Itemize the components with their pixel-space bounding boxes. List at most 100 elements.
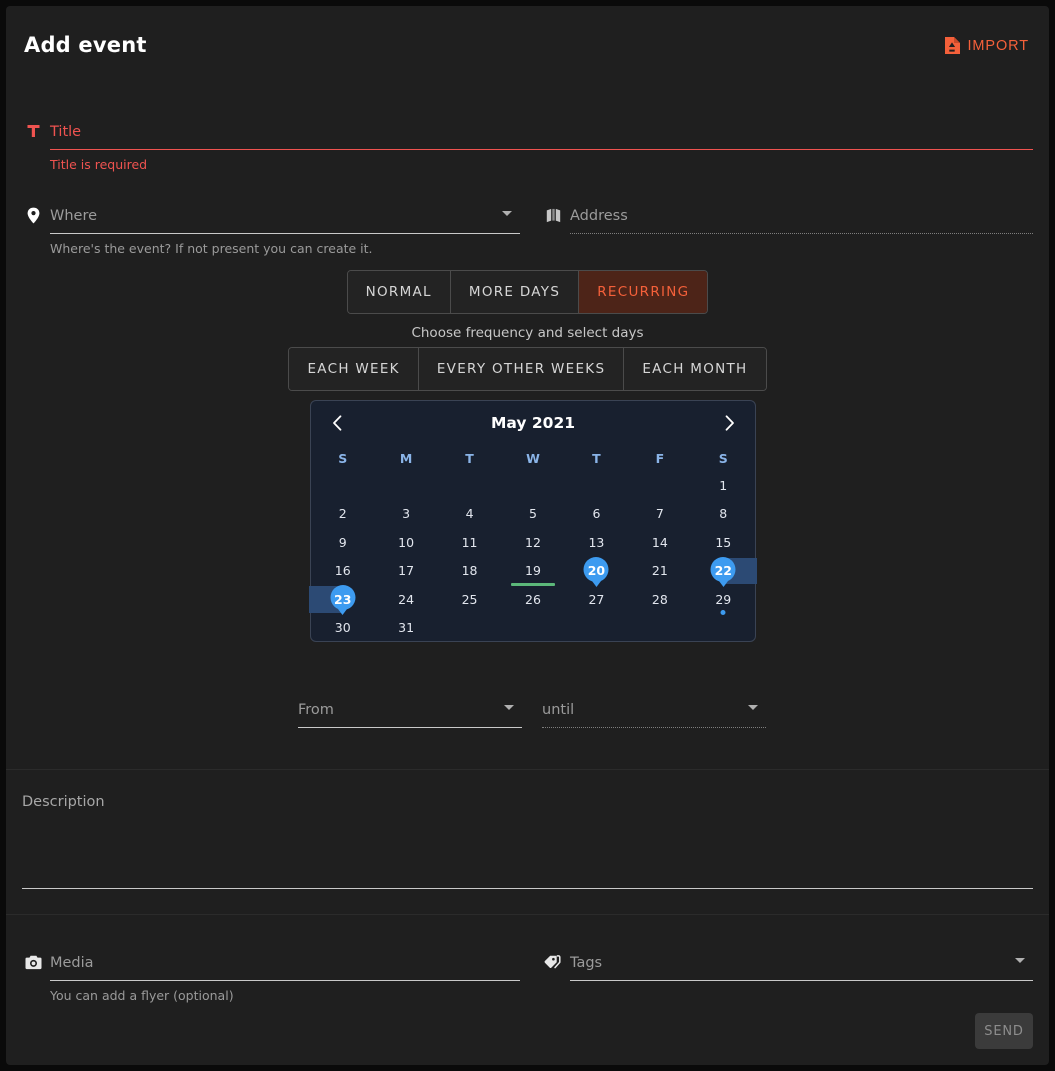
calendar-day-number: 27: [588, 591, 605, 607]
calendar-day-21[interactable]: 21: [628, 557, 691, 586]
chevron-right-icon[interactable]: [715, 409, 743, 437]
calendar-day-19[interactable]: 19: [501, 557, 564, 586]
calendar-day-number: 18: [461, 563, 478, 579]
tags-input[interactable]: Tags: [570, 955, 603, 971]
calendar-day-12[interactable]: 12: [501, 528, 564, 557]
calendar-day-number: 26: [525, 591, 541, 607]
calendar-day-number: 9: [338, 534, 347, 550]
calendar-day-number: 7: [655, 506, 664, 522]
where-input[interactable]: Where: [50, 208, 98, 224]
calendar-day-number: 5: [529, 506, 537, 522]
calendar-day-number: 24: [398, 591, 415, 607]
frequency-each-month[interactable]: EACH MONTH: [624, 348, 766, 390]
event-type-more-days[interactable]: MORE DAYS: [450, 271, 580, 313]
calendar-day-29[interactable]: 29: [692, 585, 755, 615]
calendar-day-2[interactable]: 2: [311, 500, 374, 529]
calendar-day-number: 22: [714, 563, 732, 579]
calendar-day-blank: [311, 471, 374, 500]
event-type-toggle-group: NORMAL MORE DAYS RECURRING Choose freque…: [6, 270, 1049, 341]
header: Add event IMPORT: [6, 6, 1049, 88]
calendar-today-indicator: [510, 583, 555, 586]
calendar-day-18[interactable]: 18: [438, 557, 501, 586]
calendar-day-number: 29: [715, 591, 732, 607]
calendar-day-number: 14: [651, 534, 668, 550]
chevron-down-icon[interactable]: [502, 211, 512, 216]
calendar-day-28[interactable]: 28: [628, 585, 691, 614]
calendar-day-number: 23: [334, 591, 352, 607]
where-hint: Where's the event? If not present you ca…: [50, 241, 373, 256]
calendar-day-11[interactable]: 11: [438, 528, 501, 557]
calendar-day-20[interactable]: 20: [565, 556, 628, 586]
calendar-day-26[interactable]: 26: [501, 585, 564, 614]
section-divider-top: [6, 769, 1049, 770]
calendar-day-number: 13: [588, 534, 605, 550]
calendar-day-23[interactable]: 23: [309, 585, 374, 614]
calendar-day-5[interactable]: 5: [501, 500, 564, 529]
description-field[interactable]: Description: [22, 794, 1033, 889]
calendar-day-blank: [438, 471, 501, 500]
calendar-day-16[interactable]: 16: [311, 557, 374, 586]
calendar-day-15[interactable]: 15: [692, 528, 755, 557]
calendar-day-grid: 1 2 3 4 5 6 7 8 9 10 11 12 13 14 15 16 17 18 19 20 21 22 23 24 2…: [309, 471, 757, 643]
calendar-weekday-0: S: [338, 450, 348, 466]
chevron-down-icon[interactable]: [1015, 958, 1025, 963]
import-button[interactable]: IMPORT: [940, 34, 1033, 57]
from-input[interactable]: From: [298, 702, 334, 718]
calendar-selected-pin: [710, 556, 736, 582]
import-label: IMPORT: [967, 37, 1029, 54]
title-input[interactable]: Title: [50, 124, 82, 140]
calendar-day-17[interactable]: 17: [374, 557, 437, 586]
calendar-day-13[interactable]: 13: [565, 528, 628, 557]
calendar-day-6[interactable]: 6: [565, 500, 628, 529]
calendar-day-10[interactable]: 10: [374, 528, 437, 557]
calendar-day-31[interactable]: 31: [374, 614, 437, 643]
calendar-day-8[interactable]: 8: [692, 500, 755, 529]
calendar-day-number: 3: [402, 506, 411, 522]
event-type-recurring[interactable]: RECURRING: [579, 271, 708, 313]
chevron-left-icon[interactable]: [323, 409, 351, 437]
calendar-day-14[interactable]: 14: [628, 528, 691, 557]
calendar-day-7[interactable]: 7: [628, 500, 691, 529]
calendar-day-number: 6: [592, 506, 601, 522]
page-title: Add event: [24, 33, 147, 57]
address-input[interactable]: Address: [570, 208, 628, 224]
description-underline: [22, 888, 1033, 889]
chevron-down-icon[interactable]: [748, 705, 758, 710]
calendar-day-blank: [628, 471, 691, 500]
calendar-day-3[interactable]: 3: [374, 500, 437, 529]
title-error-text: Title is required: [50, 157, 148, 172]
chevron-down-icon[interactable]: [504, 705, 514, 710]
media-underline: [50, 980, 520, 981]
calendar-day-number: 8: [719, 506, 728, 522]
calendar-day-number: 20: [587, 563, 606, 579]
map-icon: [542, 204, 564, 226]
calendar-day-30[interactable]: 30: [311, 614, 374, 643]
send-button[interactable]: SEND: [975, 1013, 1033, 1049]
event-type-normal[interactable]: NORMAL: [347, 271, 451, 313]
until-input[interactable]: until: [542, 702, 575, 718]
frequency-each-week[interactable]: EACH WEEK: [289, 348, 419, 390]
calendar-day-22[interactable]: 22: [692, 556, 757, 586]
calendar-day-number: 2: [338, 506, 347, 522]
tag-icon: [542, 951, 564, 973]
media-input[interactable]: Media: [50, 955, 94, 971]
address-underline: [570, 233, 1033, 234]
frequency-every-other-weeks[interactable]: EVERY OTHER WEEKS: [418, 348, 625, 390]
calendar-day-1[interactable]: 1: [692, 471, 755, 500]
description-input[interactable]: Description: [22, 794, 105, 810]
calendar-event-dot: [720, 609, 726, 615]
calendar-weekday-5: F: [655, 450, 665, 466]
calendar-day-25[interactable]: 25: [438, 585, 501, 614]
calendar-day-27[interactable]: 27: [565, 585, 628, 614]
calendar-day-24[interactable]: 24: [374, 585, 437, 614]
calendar-day-blank: [565, 471, 628, 500]
frequency-segmented: EACH WEEK EVERY OTHER WEEKS EACH MONTH: [288, 347, 767, 391]
calendar-day-9[interactable]: 9: [311, 528, 374, 557]
calendar-day-4[interactable]: 4: [438, 500, 501, 529]
calendar-day-blank: [374, 471, 437, 500]
text-format-icon: [22, 120, 44, 142]
file-import-icon: [944, 36, 961, 55]
calendar-day-blank: [501, 471, 564, 500]
